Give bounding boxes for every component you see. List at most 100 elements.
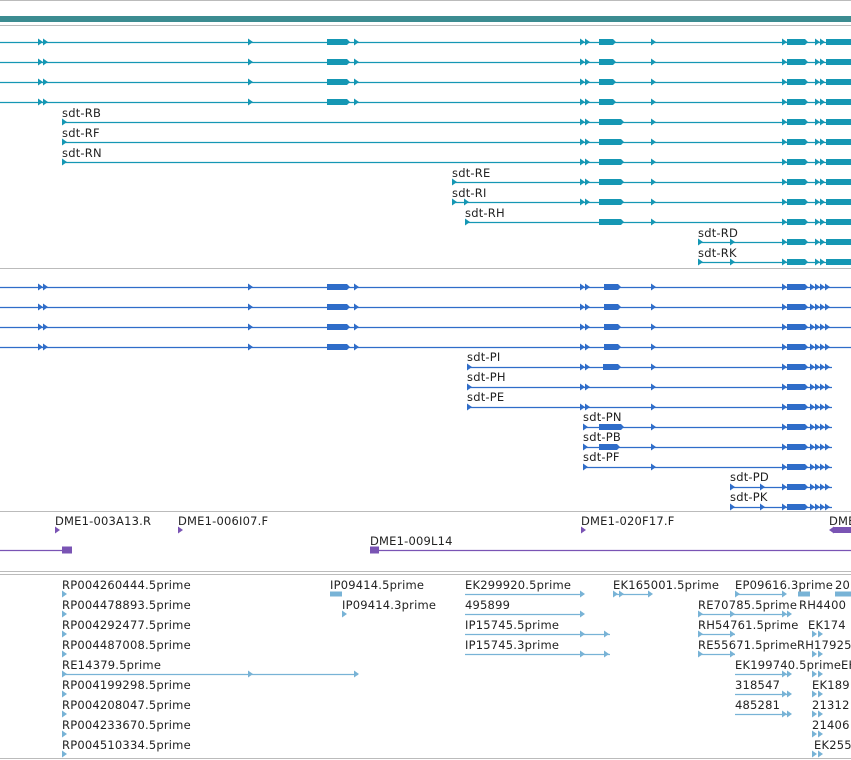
protein-label[interactable]: sdt-PD [730,470,769,484]
est-label[interactable]: RP004199298.5prime [62,678,191,692]
est-label[interactable]: RE55671.5prime [698,638,798,652]
est-label[interactable]: RH17925 [797,638,851,652]
exon-block [604,344,621,350]
clone-label[interactable]: DME [829,514,851,528]
strand-arrow [585,138,590,146]
est-label[interactable]: EK199740.5prime [735,658,842,672]
clone-label[interactable]: DME1-009L14 [370,534,453,548]
protein-label[interactable]: sdt-PI [467,350,501,364]
strand-arrow [651,138,656,146]
strand-arrow [815,218,820,226]
protein-label[interactable]: sdt-PB [583,430,621,444]
strand-arrow [698,258,703,266]
strand-arrow [698,650,703,658]
strand-arrow [38,303,43,311]
est-label[interactable]: RP004233670.5prime [62,718,191,732]
strand-arrow [651,118,656,126]
protein-label[interactable]: sdt-PK [730,490,768,504]
transcript-label[interactable]: sdt-RD [698,226,738,240]
strand-arrow [782,138,787,146]
clone-label[interactable]: DME1-003A13.R [55,514,152,528]
strand-arrow [815,443,820,451]
border-line [0,25,851,26]
est-label[interactable]: RP004292477.5prime [62,618,191,632]
strand-arrow [818,630,823,638]
est-label[interactable]: 21406 [812,718,850,732]
strand-arrow [812,730,817,738]
protein-label[interactable]: sdt-PE [467,390,505,404]
strand-arrow [782,118,787,126]
est-label[interactable]: RP004487008.5prime [62,638,191,652]
transcript-label[interactable]: sdt-RE [452,166,491,180]
strand-arrow [815,503,820,511]
est-label[interactable]: EP09616.3prime [735,578,834,592]
est-label[interactable]: EK255 [814,738,851,752]
est-label[interactable]: EK [841,658,851,672]
clone-label[interactable]: DME1-020F17.F [581,514,675,528]
transcript-label[interactable]: sdt-RF [62,126,100,140]
exon-block [327,324,350,330]
transcript-label[interactable]: sdt-RK [698,246,737,260]
est-label[interactable]: EK299920.5prime [465,578,572,592]
strand-arrow [580,383,585,391]
est-label[interactable]: EK165001.5prime [613,578,720,592]
est-label[interactable]: RH4400 [799,598,847,612]
clone-label[interactable]: DME1-006I07.F [178,514,269,528]
est-label[interactable]: 485281 [735,698,781,712]
exon-block [327,79,350,85]
est-label[interactable]: RE70785.5prime [698,598,798,612]
strand-arrow [818,710,823,718]
est-label[interactable]: IP15745.5prime [465,618,560,632]
strand-arrow [735,590,740,598]
strand-arrow [782,238,787,246]
strand-arrow [810,443,815,451]
transcript-label[interactable]: sdt-RN [62,146,102,160]
exon-block [599,39,616,45]
strand-arrow [815,238,820,246]
exon-block [599,79,616,85]
est-label[interactable]: RE14379.5prime [62,658,162,672]
strand-arrow [730,630,735,638]
strand-arrow [62,730,67,738]
protein-label[interactable]: sdt-PH [467,370,506,384]
est-label[interactable]: RH54761.5prime [698,618,799,632]
est-label[interactable]: EK174 [808,618,846,632]
strand-arrow [585,343,590,351]
exon-block [327,59,350,65]
est-label[interactable]: IP09414.5prime [330,578,425,592]
est-label[interactable]: RP004208047.5prime [62,698,191,712]
exon-block [826,239,851,245]
strand-arrow [651,198,656,206]
strand-arrow [782,670,787,678]
strand-arrow [825,383,830,391]
strand-arrow [178,526,183,534]
strand-arrow [585,198,590,206]
strand-arrow [583,463,588,471]
protein-label[interactable]: sdt-PN [583,410,622,424]
strand-arrow [782,98,787,106]
est-label[interactable]: RP004260444.5prime [62,578,191,592]
transcript-label[interactable]: sdt-RI [452,186,487,200]
exon-block [599,159,624,165]
est-label[interactable]: IP15745.3prime [465,638,560,652]
exon-block [787,444,808,450]
exon-block [787,484,808,490]
est-label[interactable]: RP004510334.5prime [62,738,191,752]
est-label[interactable]: EK189 [812,678,850,692]
strand-arrow [820,343,825,351]
est-label[interactable]: 20 [835,578,851,592]
strand-arrow [730,238,735,246]
track-divider [0,571,851,572]
est-label[interactable]: 495899 [465,598,511,612]
est-label[interactable]: 21312 [812,698,850,712]
strand-arrow [818,750,823,758]
transcript-label[interactable]: sdt-RH [465,206,505,220]
exon-block [787,324,808,330]
est-label[interactable]: 318547 [735,678,781,692]
protein-label[interactable]: sdt-PF [583,450,620,464]
strand-arrow [580,630,585,638]
transcript-label[interactable]: sdt-RB [62,106,102,120]
est-label[interactable]: IP09414.3prime [342,598,437,612]
strand-arrow [62,610,67,618]
est-label[interactable]: RP004478893.5prime [62,598,191,612]
